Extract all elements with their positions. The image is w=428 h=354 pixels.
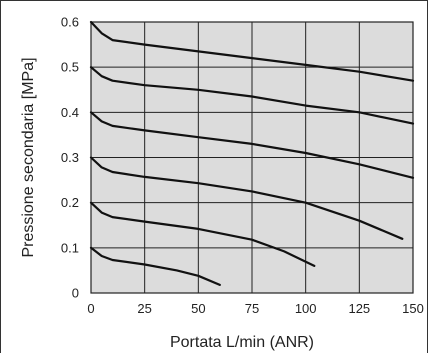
y-tick-label-4: 0.4 bbox=[61, 105, 79, 120]
y-tick-label-2: 0.2 bbox=[61, 195, 79, 210]
series-line-4 bbox=[89, 201, 316, 267]
y-tick-label-1: 0.1 bbox=[61, 240, 79, 255]
y-tick-label-3: 0.3 bbox=[61, 150, 79, 165]
series-line-5 bbox=[89, 246, 221, 286]
x-tick-label-5: 125 bbox=[348, 301, 370, 316]
y-tick-label-6: 0.6 bbox=[61, 15, 79, 30]
y-tick-label-0: 0 bbox=[72, 286, 79, 301]
x-tick-label-6: 150 bbox=[402, 301, 424, 316]
series-line-1 bbox=[89, 66, 415, 125]
x-tick-label-4: 100 bbox=[295, 301, 317, 316]
x-tick-label-3: 75 bbox=[245, 301, 259, 316]
y-axis-title: Pressione secondaria [MPa] bbox=[20, 57, 37, 257]
x-tick-label-1: 25 bbox=[137, 301, 151, 316]
series-line-2 bbox=[89, 111, 415, 179]
x-axis-title: Portata L/min (ANR) bbox=[170, 334, 314, 351]
x-tick-label-2: 50 bbox=[191, 301, 205, 316]
series-line-0 bbox=[89, 20, 415, 82]
series-line-3 bbox=[89, 156, 404, 240]
tick-labels: 0 25 50 75 100 125 150 0 0.1 0.2 0.3 0.4 0.5 0.6 bbox=[61, 15, 424, 317]
x-tick-label-0: 0 bbox=[87, 301, 94, 316]
series-lines bbox=[89, 20, 415, 286]
y-tick-label-5: 0.5 bbox=[61, 60, 79, 75]
